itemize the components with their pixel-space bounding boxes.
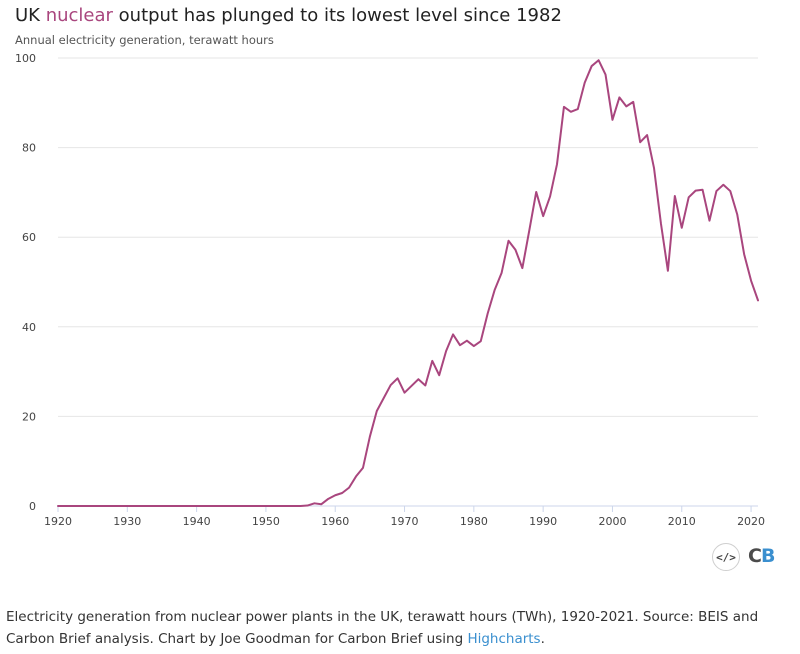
x-tick-label: 2000	[598, 515, 626, 528]
caption-text: Electricity generation from nuclear powe…	[6, 609, 759, 647]
series-line	[57, 59, 759, 507]
title-highlight: nuclear	[45, 5, 113, 26]
logo-letter-c: C	[748, 545, 762, 567]
y-tick-label: 100	[15, 52, 36, 65]
carbon-brief-logo[interactable]: CB	[748, 545, 776, 567]
title-suffix: output has plunged to its lowest level s…	[112, 5, 562, 26]
x-tick-label: 2020	[737, 515, 765, 528]
embed-code-button[interactable]: </>	[712, 543, 740, 571]
highcharts-link[interactable]: Highcharts	[467, 631, 541, 647]
x-tick-label: 1920	[44, 515, 72, 528]
y-tick-label: 20	[22, 410, 36, 423]
chart-caption: Electricity generation from nuclear powe…	[6, 606, 796, 650]
x-tick-label: 1960	[321, 515, 349, 528]
x-tick-label: 1980	[460, 515, 488, 528]
caption-end: .	[540, 631, 545, 647]
x-tick-label: 1940	[183, 515, 211, 528]
y-tick-label: 80	[22, 142, 36, 155]
x-tick-label: 1970	[391, 515, 419, 528]
code-icon: </>	[716, 550, 736, 564]
chart-subtitle: Annual electricity generation, terawatt …	[15, 33, 274, 47]
y-tick-label: 40	[22, 321, 36, 334]
x-tick-label: 1930	[113, 515, 141, 528]
x-tick-label: 1990	[529, 515, 557, 528]
chart-title: UK nuclear output has plunged to its low…	[15, 5, 562, 26]
y-tick-label: 0	[29, 500, 36, 513]
logo-letter-b: B	[760, 545, 776, 567]
x-tick-label: 1950	[252, 515, 280, 528]
x-tick-label: 2010	[668, 515, 696, 528]
title-prefix: UK	[15, 5, 46, 26]
y-tick-label: 60	[22, 231, 36, 244]
